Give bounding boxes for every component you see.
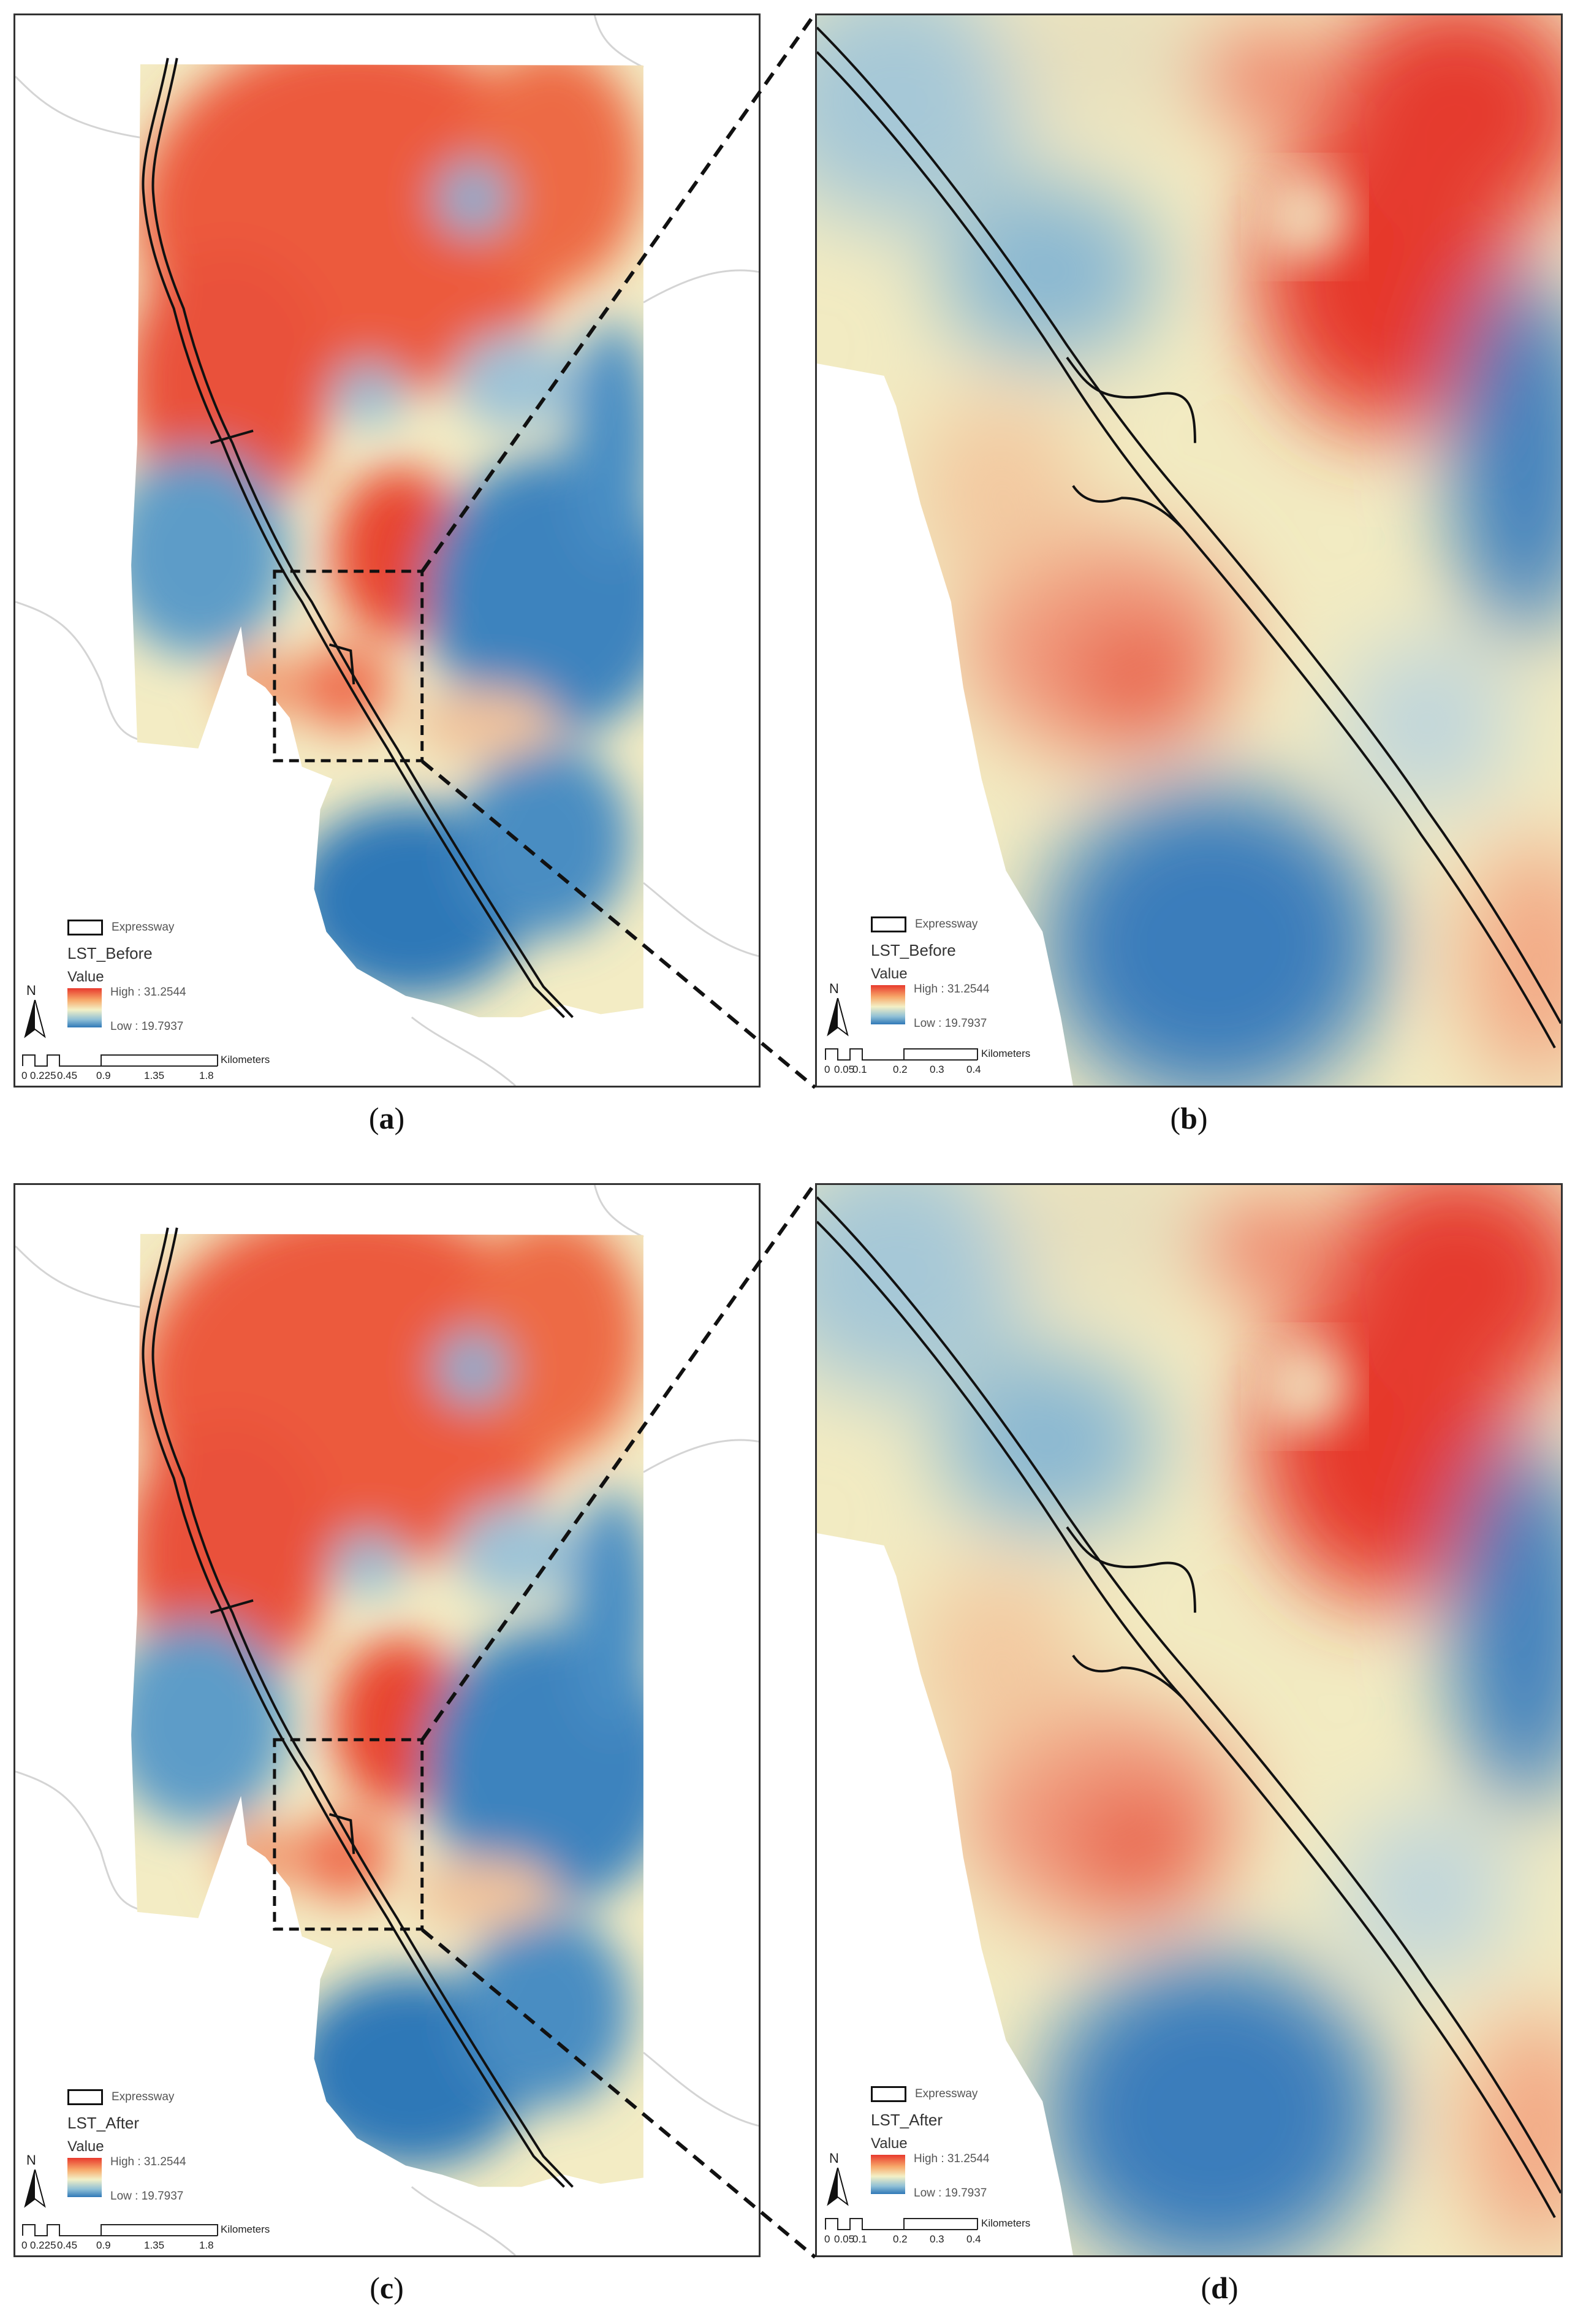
- north-arrow: N: [23, 983, 47, 1041]
- expressway-label: Expressway: [915, 918, 978, 931]
- legend-expressway: Expressway: [67, 2089, 174, 2105]
- panel-d-detail-map: Expressway LST_After Value High : 31.254…: [815, 1183, 1563, 2257]
- layer-name: LST_After: [67, 2114, 140, 2132]
- low-value-label: Low : 19.7937: [914, 2187, 987, 2200]
- scale-bar-graphic: [22, 1054, 218, 1067]
- scale-tick: 0.9: [96, 1070, 111, 1081]
- scale-unit: Kilometers: [981, 1048, 1031, 1059]
- scale-tick: 0: [824, 1064, 830, 1075]
- scale-tick: 0.1: [852, 2233, 867, 2245]
- zoom-extent-box: [273, 570, 424, 763]
- zoom-extent-box: [273, 1738, 424, 1931]
- caption-b: (b): [1170, 1101, 1208, 1135]
- layer-name: LST_Before: [67, 944, 153, 962]
- scale-tick: 0: [21, 2239, 28, 2251]
- low-value-label: Low : 19.7937: [110, 1020, 184, 1033]
- scale-tick: 0.3: [930, 2233, 944, 2245]
- scale-unit: Kilometers: [221, 1054, 270, 1065]
- scale-tick: 0.9: [96, 2239, 111, 2251]
- scale-bar: 0 0.05 0.1 0.2 0.3 0.4 Kilometers: [824, 2215, 1106, 2252]
- panel-b-detail-map: Expressway LST_Before Value High : 31.25…: [815, 13, 1563, 1088]
- panel-a-overview-map: Expressway LST_Before Value High : 31.25…: [13, 13, 761, 1088]
- north-arrow-icon: [24, 2170, 46, 2208]
- scale-tick: 0.2: [893, 2233, 908, 2245]
- layer-name: LST_After: [871, 2111, 943, 2129]
- scale-unit: Kilometers: [221, 2223, 270, 2235]
- scale-bar-graphic: [22, 2224, 218, 2236]
- value-label: Value: [67, 969, 104, 985]
- north-arrow-icon: [827, 2168, 849, 2206]
- scale-tick: 0.45: [57, 2239, 78, 2251]
- legend-expressway: Expressway: [67, 920, 174, 935]
- expressway-label: Expressway: [915, 2087, 978, 2100]
- expressway-label: Expressway: [112, 921, 175, 934]
- scale-tick: 0.3: [930, 1064, 944, 1075]
- scale-unit: Kilometers: [981, 2217, 1031, 2229]
- expressway-symbol: [871, 916, 906, 932]
- scale-bar-graphic: [825, 2218, 978, 2230]
- north-arrow: N: [23, 2152, 47, 2211]
- value-label: Value: [67, 2138, 104, 2155]
- high-value-label: High : 31.2544: [110, 2155, 186, 2168]
- north-arrow: N: [825, 981, 850, 1039]
- scale-bar-graphic: [825, 1048, 978, 1061]
- scale-tick: 0.45: [57, 1070, 78, 1081]
- color-ramp: [67, 2158, 102, 2197]
- value-label: Value: [871, 2135, 908, 2152]
- scale-tick: 0: [824, 2233, 830, 2245]
- scale-tick: 0.05: [834, 1064, 855, 1075]
- scale-tick: 1.8: [199, 2239, 214, 2251]
- scale-tick: 0.05: [834, 2233, 855, 2245]
- scale-tick: 0: [21, 1070, 28, 1081]
- scale-tick: 0.1: [852, 1064, 867, 1075]
- north-arrow-icon: [827, 998, 849, 1037]
- color-ramp: [67, 988, 102, 1027]
- high-value-label: High : 31.2544: [110, 986, 186, 999]
- color-ramp: [871, 2155, 905, 2194]
- scale-tick: 0.4: [966, 2233, 981, 2245]
- scale-bar: 0 0.05 0.1 0.2 0.3 0.4 Kilometers: [824, 1045, 1106, 1082]
- north-arrow: N: [825, 2151, 850, 2209]
- legend-expressway: Expressway: [871, 916, 977, 932]
- north-label: N: [26, 983, 36, 998]
- caption-d: (d): [1201, 2271, 1239, 2305]
- map-legend: Expressway LST_Before Value High : 31.25…: [67, 920, 251, 1042]
- scale-tick: 1.8: [199, 1070, 214, 1081]
- north-label: N: [26, 2152, 36, 2168]
- scale-tick: 1.35: [144, 1070, 165, 1081]
- high-value-label: High : 31.2544: [914, 983, 990, 996]
- scale-tick: 0.2: [893, 1064, 908, 1075]
- scale-tick: 0.4: [966, 1064, 981, 1075]
- expressway-label: Expressway: [112, 2090, 175, 2103]
- layer-name: LST_Before: [871, 941, 956, 959]
- low-value-label: Low : 19.7937: [914, 1017, 987, 1030]
- color-ramp: [871, 985, 905, 1024]
- panel-c-overview-map: Expressway LST_After Value High : 31.254…: [13, 1183, 761, 2257]
- map-legend: Expressway LST_Before Value High : 31.25…: [871, 916, 1055, 1039]
- scale-tick: 0.225: [30, 1070, 56, 1081]
- north-arrow-icon: [24, 1000, 46, 1038]
- caption-c: (c): [370, 2271, 404, 2305]
- lst-after-detail-raster: [817, 1185, 1561, 2255]
- lst-before-detail-raster: [817, 15, 1561, 1086]
- north-label: N: [829, 2151, 839, 2166]
- scale-bar: 0 0.225 0.45 0.9 1.35 1.8 Kilometers: [21, 2221, 303, 2255]
- low-value-label: Low : 19.7937: [110, 2190, 184, 2203]
- scale-tick: 1.35: [144, 2239, 165, 2251]
- value-label: Value: [871, 966, 908, 982]
- expressway-symbol: [67, 920, 103, 935]
- scale-bar: 0 0.225 0.45 0.9 1.35 1.8 Kilometers: [21, 1051, 303, 1086]
- caption-a: (a): [368, 1101, 405, 1135]
- expressway-symbol: [67, 2089, 103, 2105]
- legend-expressway: Expressway: [871, 2086, 977, 2102]
- map-legend: Expressway LST_After Value High : 31.254…: [67, 2089, 251, 2212]
- north-label: N: [829, 981, 839, 996]
- map-legend: Expressway LST_After Value High : 31.254…: [871, 2086, 1055, 2209]
- high-value-label: High : 31.2544: [914, 2152, 990, 2165]
- expressway-symbol: [871, 2086, 906, 2102]
- scale-tick: 0.225: [30, 2239, 56, 2251]
